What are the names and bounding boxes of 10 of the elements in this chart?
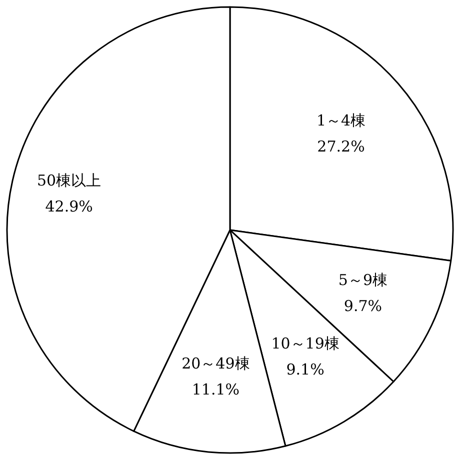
data-label: 11.1% (192, 380, 240, 398)
data-label: 9.1% (286, 360, 324, 378)
data-label: 27.2% (317, 137, 365, 156)
data-label: 9.7% (344, 297, 382, 316)
slice-label: 5～9棟 (338, 271, 388, 290)
data-label: 42.9% (45, 197, 93, 216)
slice-label: 1～4棟 (316, 111, 366, 130)
slice-label: 10～19棟 (271, 334, 340, 352)
slice-label: 50棟以上 (37, 171, 102, 190)
slice-label: 20～49棟 (182, 354, 250, 372)
